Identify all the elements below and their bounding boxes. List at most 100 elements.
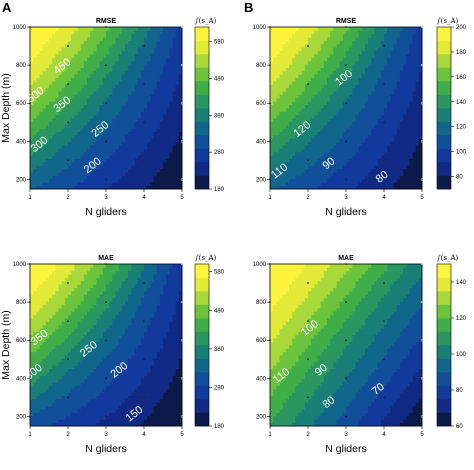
contour-cell	[52, 64, 56, 68]
contour-cell	[118, 155, 123, 160]
contour-cell	[178, 124, 183, 129]
contour-cell	[320, 111, 325, 116]
contour-cell	[270, 104, 274, 109]
contour-cell	[415, 121, 420, 126]
contour-cell	[115, 60, 120, 65]
contour-cell	[96, 67, 101, 72]
contour-cell	[71, 81, 75, 85]
contour-cell	[399, 64, 404, 68]
contour-cell	[36, 67, 40, 72]
contour-cell	[80, 97, 85, 102]
contour-cell	[418, 124, 423, 129]
contour-cell	[374, 43, 379, 48]
contour-cell	[365, 114, 369, 119]
contour-cell	[33, 148, 37, 153]
contour-cell	[384, 128, 388, 133]
contour-cell	[285, 101, 290, 106]
contour-cell	[159, 172, 164, 176]
contour-cell	[96, 155, 101, 160]
contour-cell	[163, 50, 167, 55]
contour-cell	[159, 141, 164, 146]
contour-cell	[289, 168, 293, 173]
contour-cell	[406, 97, 410, 102]
contour-cell	[396, 114, 401, 119]
contour-cell	[336, 84, 341, 89]
contour-cell	[320, 108, 325, 112]
contour-cell	[333, 84, 337, 89]
contour-cell	[361, 84, 366, 89]
contour-cell	[323, 33, 328, 38]
contour-cell	[137, 155, 142, 160]
contour-cell	[134, 64, 139, 68]
contour-cell	[352, 162, 356, 166]
contour-cell	[42, 405, 47, 410]
contour-cell	[33, 318, 37, 322]
contour-cell	[371, 30, 375, 35]
contour-cell	[339, 111, 344, 116]
contour-cell	[33, 138, 37, 143]
contour-cell	[342, 118, 347, 122]
contour-cell	[52, 182, 56, 187]
contour-cell	[55, 94, 59, 99]
contour-cell	[327, 74, 331, 79]
contour-cell	[55, 54, 59, 58]
contour-cell	[396, 111, 401, 116]
contour-cell	[273, 74, 277, 79]
contour-cell	[172, 94, 177, 99]
contour-cell	[352, 70, 356, 75]
contour-cell	[30, 372, 34, 376]
contour-cell	[333, 87, 337, 92]
contour-cell	[128, 182, 132, 187]
contour-cell	[163, 175, 167, 180]
contour-cell	[42, 94, 47, 99]
contour-cell	[323, 158, 328, 163]
contour-cell	[339, 47, 344, 52]
contour-cell	[336, 162, 341, 166]
contour-cell	[311, 121, 315, 126]
contour-cell	[390, 165, 394, 170]
contour-cell	[399, 74, 404, 79]
contour-cell	[349, 148, 353, 153]
contour-cell	[406, 148, 410, 153]
contour-cell	[298, 172, 303, 176]
contour-cell	[30, 287, 34, 292]
contour-cell	[112, 47, 116, 52]
contour-cell	[355, 108, 360, 112]
contour-cell	[125, 60, 129, 65]
contour-cell	[314, 40, 318, 45]
contour-cell	[109, 155, 113, 160]
contour-cell	[33, 294, 37, 299]
contour-cell	[342, 101, 347, 106]
contour-cell	[377, 118, 382, 122]
contour-cell	[64, 64, 69, 68]
colorbar-swatch	[437, 67, 451, 82]
contour-cell	[390, 104, 394, 109]
contour-cell	[87, 57, 91, 62]
contour-cell	[304, 50, 309, 55]
contour-cell	[323, 94, 328, 99]
contour-cell	[77, 121, 82, 126]
contour-cell	[311, 165, 315, 170]
contour-cell	[330, 124, 334, 129]
contour-cell	[39, 108, 44, 112]
contour-cell	[71, 114, 75, 119]
contour-cell	[333, 77, 337, 82]
contour-cell	[128, 165, 132, 170]
contour-cell	[292, 168, 296, 173]
contour-cell	[330, 151, 334, 156]
contour-cell	[304, 104, 309, 109]
contour-cell	[175, 50, 180, 55]
contour-cell	[336, 168, 341, 173]
contour-cell	[121, 30, 126, 35]
contour-cell	[415, 77, 420, 82]
contour-cell	[106, 182, 110, 187]
contour-cell	[396, 60, 401, 65]
contour-cell	[131, 64, 135, 68]
contour-cell	[39, 74, 44, 79]
contour-cell	[102, 172, 107, 176]
contour-cell	[150, 54, 154, 58]
contour-cell	[147, 114, 151, 119]
contour-cell	[71, 135, 75, 139]
contour-cell	[409, 30, 413, 35]
contour-cell	[403, 54, 407, 58]
